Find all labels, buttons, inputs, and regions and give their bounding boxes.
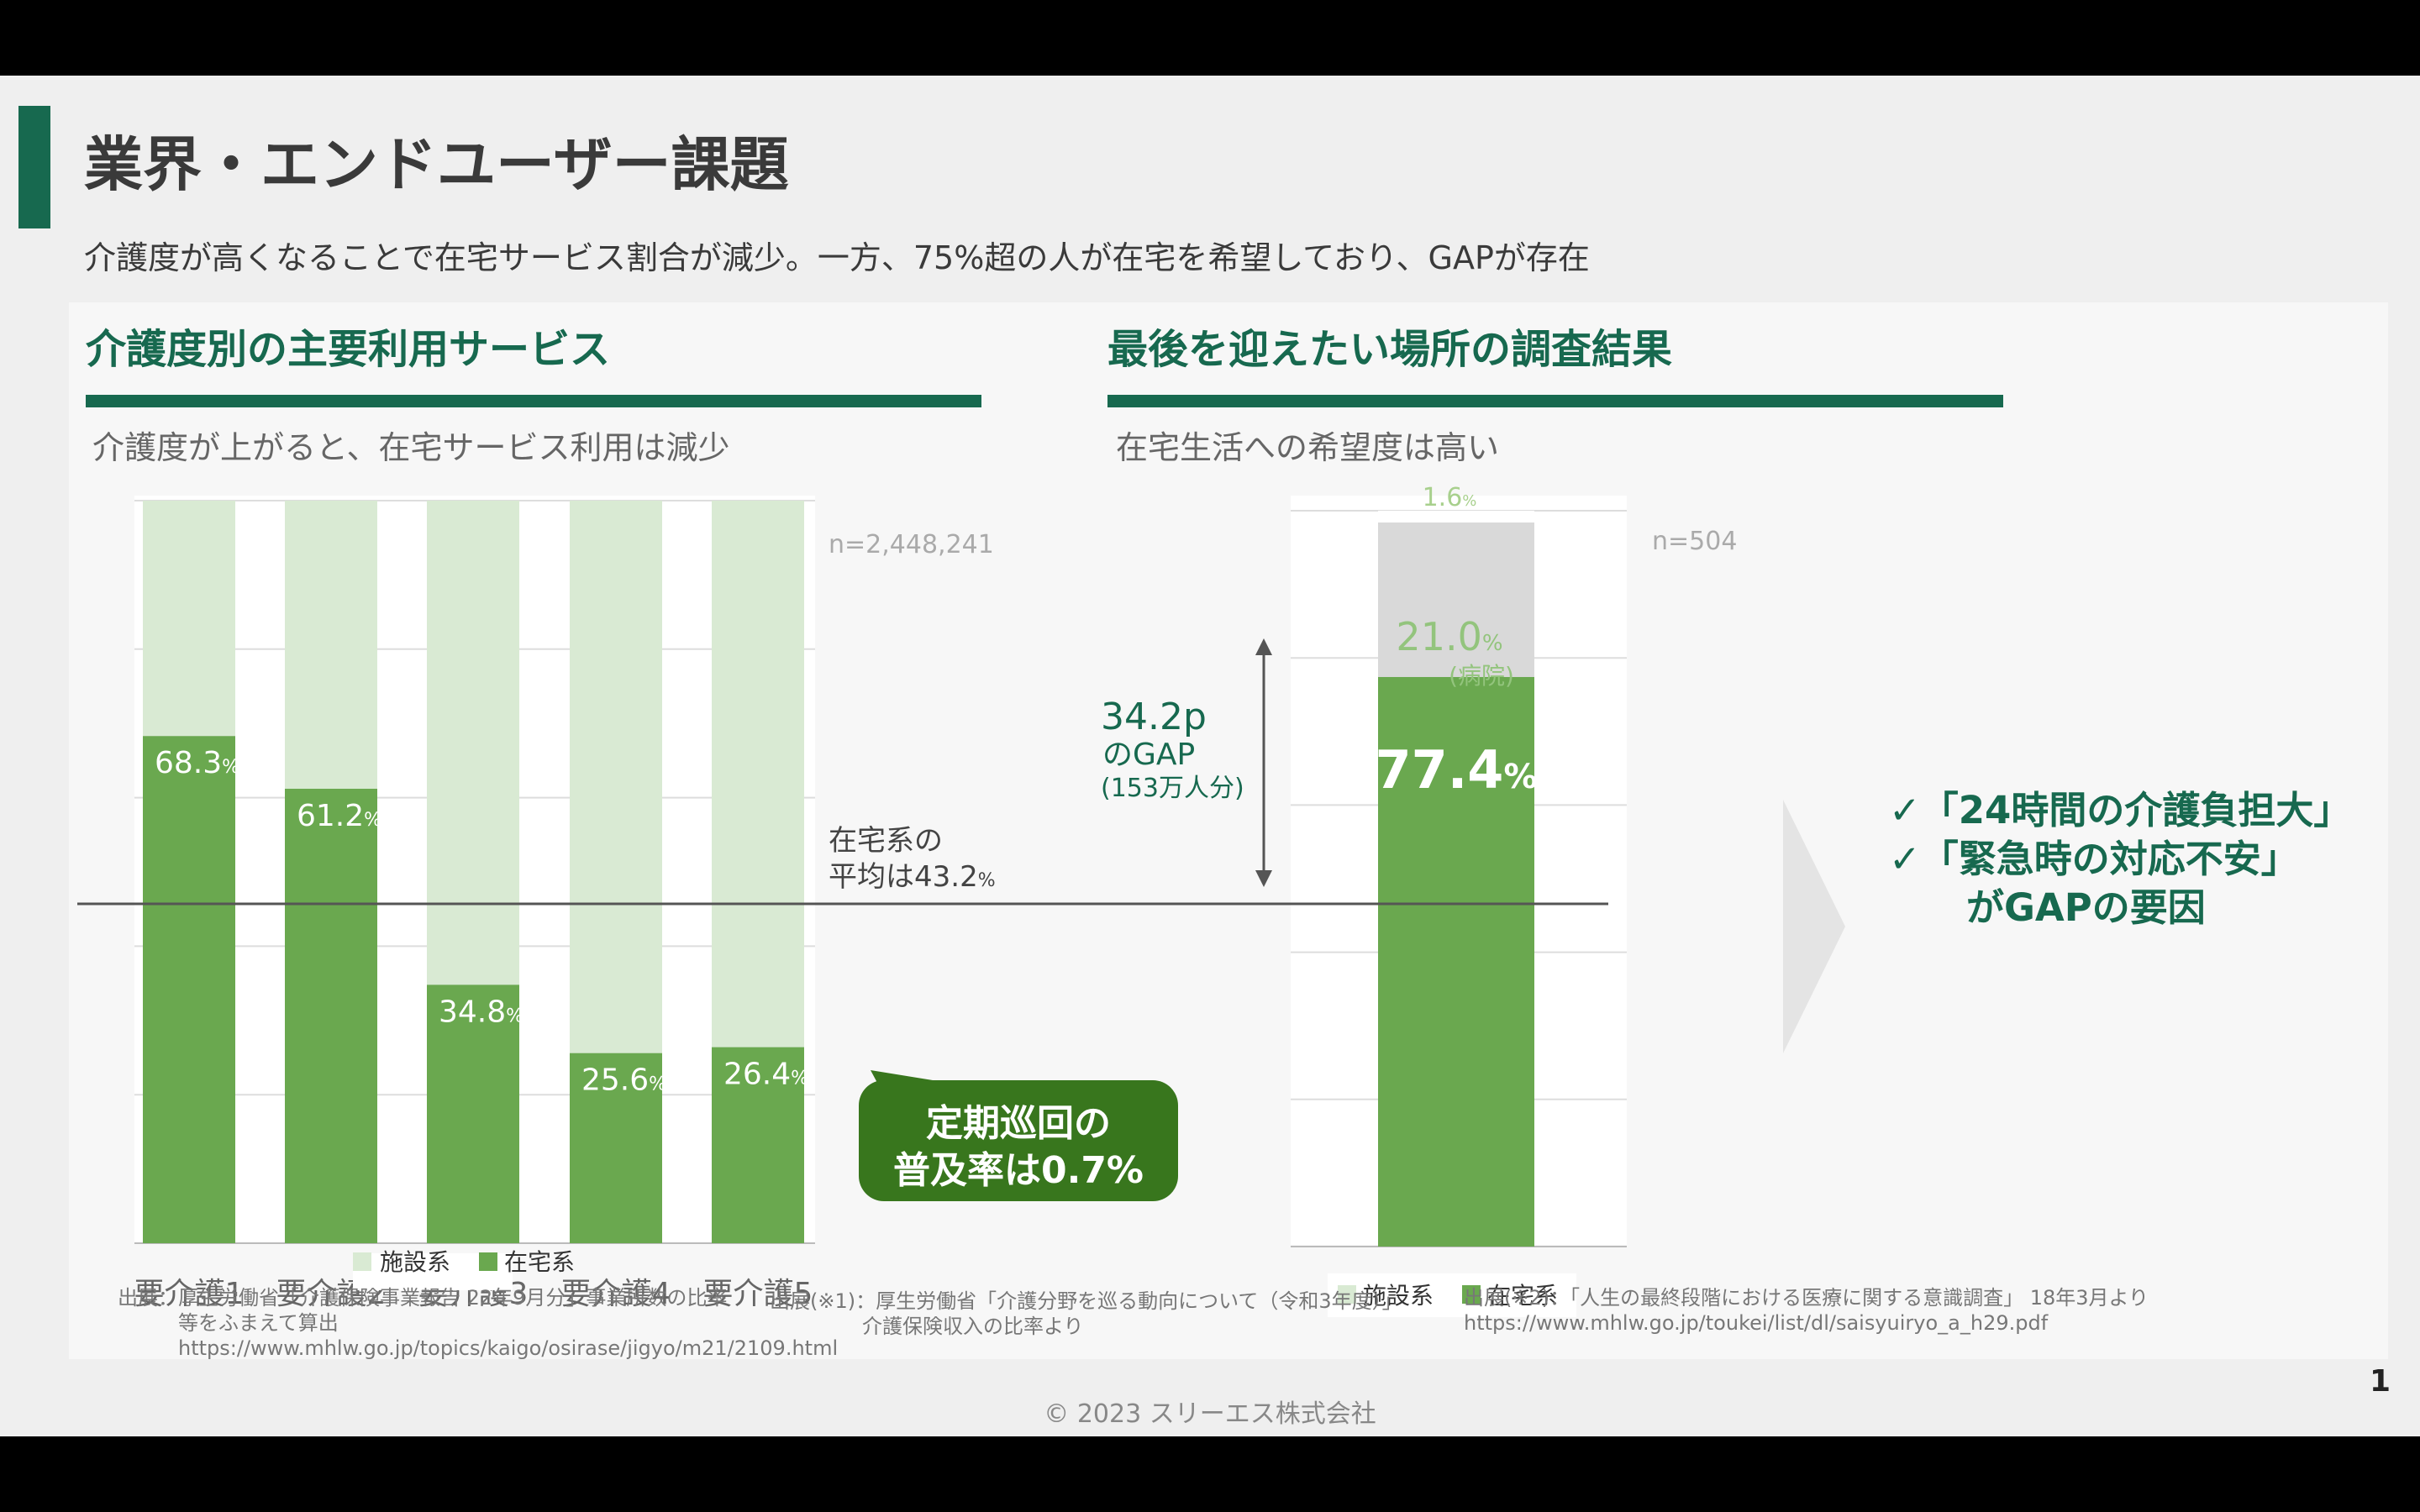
bar-home xyxy=(570,1053,662,1243)
page-title: 業界・エンドユーザー課題 xyxy=(84,130,789,199)
legend-facility: 施設系 xyxy=(1363,1282,1434,1310)
category-label: 要介護5 xyxy=(703,1277,813,1311)
bar-facility xyxy=(570,501,662,1053)
hospital-note: (病院) xyxy=(1449,662,1514,690)
page-subtitle: 介護度が高くなることで在宅サービス割合が減少。一方、75%超の人が在宅を希望して… xyxy=(84,239,1590,276)
right-section-subtitle: 在宅生活への希望度は高い xyxy=(1116,429,1500,466)
callout-text: 定期巡回の 普及率は0.7% xyxy=(859,1097,1178,1198)
charts-canvas: 68.3%要介護161.2%要介護234.8%要介護325.6%要介護426.4… xyxy=(77,483,1845,1317)
right-legend: 施設系 在宅系 xyxy=(1328,1273,1576,1317)
left-legend: 施設系 在宅系 xyxy=(353,1248,575,1290)
legend-home: 在宅系 xyxy=(1487,1282,1558,1310)
hospital-value-label: 21.0% xyxy=(1396,614,1502,659)
source-3-line1: 出展(※2)：「人生の最終段階における医療に関する意識調査」 18年3月より xyxy=(1464,1286,2149,1310)
legend-swatch-home xyxy=(1462,1285,1481,1304)
average-label-line1: 在宅系の xyxy=(829,824,943,858)
source-1-url: https://www.mhlw.go.jp/topics/kaigo/osir… xyxy=(178,1336,839,1360)
bar-other xyxy=(1378,511,1534,523)
left-n-label: n=2,448,241 xyxy=(829,530,994,559)
bar-value-label: 34.8% xyxy=(439,995,523,1029)
bar-home xyxy=(143,736,235,1243)
bar-hospital xyxy=(1378,522,1534,677)
average-label-line2: 平均は43.2% xyxy=(829,860,996,894)
bar-home xyxy=(1378,676,1534,1247)
bar-home xyxy=(285,788,377,1243)
left-section-title: 介護度別の主要利用サービス xyxy=(86,326,611,373)
legend-swatch-facility xyxy=(1338,1285,1356,1304)
legend-swatch-home xyxy=(479,1252,497,1271)
right-n-label: n=504 xyxy=(1652,527,1737,556)
source-1: 出展：厚生労働省「介護保険事業報告 22年9月分」事業所数の比率 等をふまえて算… xyxy=(118,1285,838,1361)
left-section-subtitle: 介護度が上がると、在宅サービス利用は減少 xyxy=(92,429,730,466)
category-label: 要介護4 xyxy=(561,1277,671,1311)
category-label: 要介護1 xyxy=(134,1277,245,1311)
right-section-rule xyxy=(1107,395,2003,407)
gap-value: 34.2p xyxy=(1101,696,1207,738)
source-3-url: https://www.mhlw.go.jp/toukei/list/dl/sa… xyxy=(1464,1311,2049,1335)
bar-facility xyxy=(143,501,235,737)
bar-value-label: 68.3% xyxy=(155,746,239,780)
gap-arrow xyxy=(1255,638,1272,887)
bar-facility xyxy=(712,501,804,1047)
source-2-line2: 介護保険収入の比率より xyxy=(862,1315,1084,1338)
bar-value-label: 25.6% xyxy=(581,1063,666,1098)
right-bars: 1.6% 21.0% (病院) 77.4% xyxy=(1375,483,1538,1247)
bar-facility xyxy=(427,501,519,985)
callout-line1: 定期巡回の xyxy=(926,1102,1111,1145)
left-section-rule xyxy=(86,395,981,407)
legend-facility: 施設系 xyxy=(380,1248,450,1276)
other-value-label: 1.6% xyxy=(1423,483,1477,512)
conclusion-line2: ✓「緊急時の対応不安」 xyxy=(1889,837,2299,881)
slide: 業界・エンドユーザー課題 介護度が高くなることで在宅サービス割合が減少。一方、7… xyxy=(0,76,2420,1436)
source-1-line1: 出展：厚生労働省「介護保険事業報告 22年9月分」事業所数の比率 xyxy=(118,1286,728,1310)
right-section-title: 最後を迎えたい場所の調査結果 xyxy=(1107,326,1673,373)
bar-facility xyxy=(285,501,377,789)
title-accent-bar xyxy=(18,106,50,228)
page-number: 1 xyxy=(2370,1364,2391,1399)
conclusion-line3: がGAPの要因 xyxy=(1966,885,2206,930)
source-3: 出展(※2)：「人生の最終段階における医療に関する意識調査」 18年3月より h… xyxy=(1464,1285,2149,1336)
bar-value-label: 26.4% xyxy=(723,1058,808,1092)
bar-value-label: 61.2% xyxy=(297,799,381,833)
legend-home: 在宅系 xyxy=(504,1248,575,1276)
source-2: 出展(※1)：厚生労働省「介護分野を巡る動向について（令和3年度）」 介護保険収… xyxy=(770,1289,1402,1339)
bar-home xyxy=(427,984,519,1243)
home-value-label: 77.4% xyxy=(1375,739,1537,801)
gap-note: (153万人分) xyxy=(1101,774,1244,803)
legend-swatch-facility xyxy=(353,1252,371,1271)
callout-bubble xyxy=(859,1070,1178,1201)
gap-label: のGAP xyxy=(1102,738,1195,772)
conclusion-line1: ✓「24時間の介護負担大」 xyxy=(1889,788,2352,832)
bar-home xyxy=(712,1047,804,1243)
source-2-line1: 出展(※1)：厚生労働省「介護分野を巡る動向について（令和3年度）」 xyxy=(770,1289,1402,1313)
source-1-line2: 等をふまえて算出 xyxy=(178,1311,339,1335)
chevron-right-icon xyxy=(1783,800,1845,1053)
copyright: © 2023 スリーエス株式会社 xyxy=(1044,1399,1376,1429)
callout-line2: 普及率は0.7% xyxy=(892,1149,1144,1192)
